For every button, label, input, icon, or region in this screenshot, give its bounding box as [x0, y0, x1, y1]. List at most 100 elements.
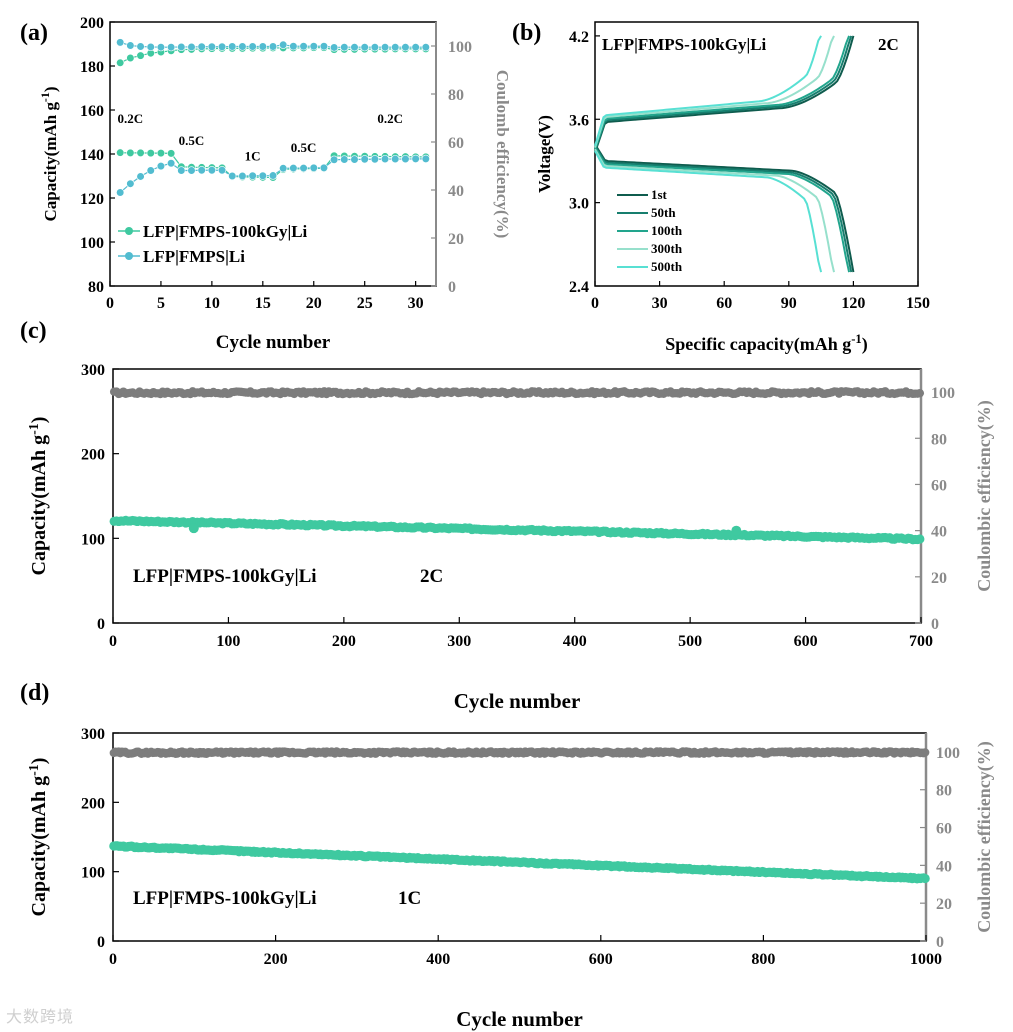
data-point — [309, 163, 318, 172]
data-point — [350, 43, 359, 52]
y-tick-label: 0 — [97, 934, 105, 951]
discharge-curve — [594, 150, 823, 273]
y-tick-label: 160 — [80, 103, 104, 120]
data-point — [156, 149, 166, 158]
x-axis-title: Specific capacity(mAh g-1) — [665, 332, 867, 355]
data-point — [258, 171, 267, 180]
legend-entry: 50th — [651, 205, 676, 220]
data-point — [360, 155, 369, 164]
data-point — [391, 154, 400, 164]
legend-entry: 500th — [651, 259, 683, 274]
x-tick-label: 0 — [109, 951, 117, 968]
data-point — [146, 149, 155, 158]
right-tick-label: 0 — [448, 279, 456, 296]
x-axis-title: Cycle number — [456, 1007, 583, 1031]
y-tick-label: 120 — [80, 191, 104, 208]
data-point — [217, 166, 227, 175]
panel-c: (c)0 100 200 300 400 500 600 700010020030002040… — [20, 318, 995, 713]
data-point — [411, 154, 420, 163]
data-point — [299, 163, 308, 173]
data-point — [319, 163, 329, 172]
rate-label: 1C — [245, 149, 261, 164]
charge-curve — [594, 35, 835, 148]
y-tick-label: 140 — [80, 147, 104, 164]
discharge-curve — [594, 147, 851, 273]
x-tick-label: 5 — [157, 295, 165, 312]
series-label: LFP|FMPS-100kGy|Li — [133, 566, 317, 587]
plot-frame — [112, 732, 927, 942]
capacity-point — [920, 873, 930, 884]
data-point — [126, 148, 135, 157]
x-tick-label: 300 — [447, 633, 471, 650]
x-tick-label: 0 — [591, 295, 599, 312]
data-point — [136, 148, 145, 157]
charge-curve — [594, 35, 851, 150]
right-tick-label: 60 — [936, 821, 952, 838]
discharge-curve — [594, 148, 835, 273]
data-point — [248, 42, 257, 51]
data-point — [330, 155, 339, 164]
data-point — [248, 171, 257, 180]
data-point — [207, 166, 216, 175]
data-point — [136, 172, 145, 181]
data-point — [136, 51, 145, 60]
data-point — [401, 43, 410, 52]
data-point — [411, 43, 420, 52]
data-point — [340, 43, 349, 52]
data-point — [228, 171, 237, 181]
legend-marker — [125, 227, 133, 235]
right-axis-title: Coulombic efficiency(%) — [974, 741, 995, 932]
efficiency-point — [920, 748, 930, 757]
y-tick-label: 80 — [88, 279, 104, 296]
right-tick-label: 60 — [931, 477, 947, 494]
rate-label: 0.5C — [291, 140, 317, 155]
right-tick-label: 80 — [931, 431, 947, 448]
data-point — [146, 42, 155, 52]
data-point — [156, 162, 166, 171]
data-point — [380, 154, 390, 164]
data-point — [146, 166, 155, 175]
capacity-point — [188, 523, 199, 534]
y-axis-title: Capacity(mAh g-1) — [27, 417, 51, 576]
panel-label: (a) — [20, 20, 48, 46]
x-tick-label: 0 — [109, 633, 117, 650]
y-tick-label: 200 — [81, 447, 105, 464]
right-tick-label: 20 — [931, 570, 947, 587]
panel-d: (d)0 200 400 600 800 100001002003000204060801… — [20, 680, 995, 1031]
discharge-curve — [594, 145, 853, 273]
x-tick-label: 30 — [652, 295, 668, 312]
data-point — [330, 43, 339, 52]
x-tick-label: 60 — [716, 295, 732, 312]
right-tick-label: 40 — [936, 858, 952, 875]
data-point — [268, 171, 278, 180]
rate-label: 0.5C — [179, 133, 205, 148]
data-point — [421, 154, 430, 163]
capacity-point — [915, 534, 925, 544]
discharge-curve — [594, 143, 855, 273]
data-point — [217, 42, 227, 51]
x-tick-label: 15 — [255, 295, 271, 312]
charge-curve — [594, 35, 822, 147]
data-point — [167, 149, 176, 158]
x-tick-label: 700 — [909, 633, 933, 650]
panel-title: LFP|FMPS-100kGy|Li — [602, 35, 767, 54]
legend-entry: 300th — [651, 241, 683, 256]
y-tick-label: 300 — [81, 362, 105, 379]
right-axis-title: Coulomb efficiency(%) — [493, 70, 512, 239]
y-axis-title: Voltage(V) — [535, 115, 554, 193]
data-point — [228, 42, 237, 51]
data-point — [319, 42, 329, 51]
rate-label: 2C — [878, 35, 899, 54]
x-tick-label: 90 — [781, 295, 797, 312]
y-tick-label: 100 — [81, 531, 105, 548]
data-point — [268, 42, 278, 51]
data-point — [391, 43, 400, 52]
data-point — [258, 42, 267, 51]
data-point — [279, 164, 288, 173]
data-point — [126, 41, 135, 50]
data-point — [401, 154, 410, 164]
panel-label: (b) — [512, 20, 541, 46]
x-tick-label: 0 — [106, 295, 114, 312]
y-tick-label: 3.0 — [569, 196, 589, 213]
